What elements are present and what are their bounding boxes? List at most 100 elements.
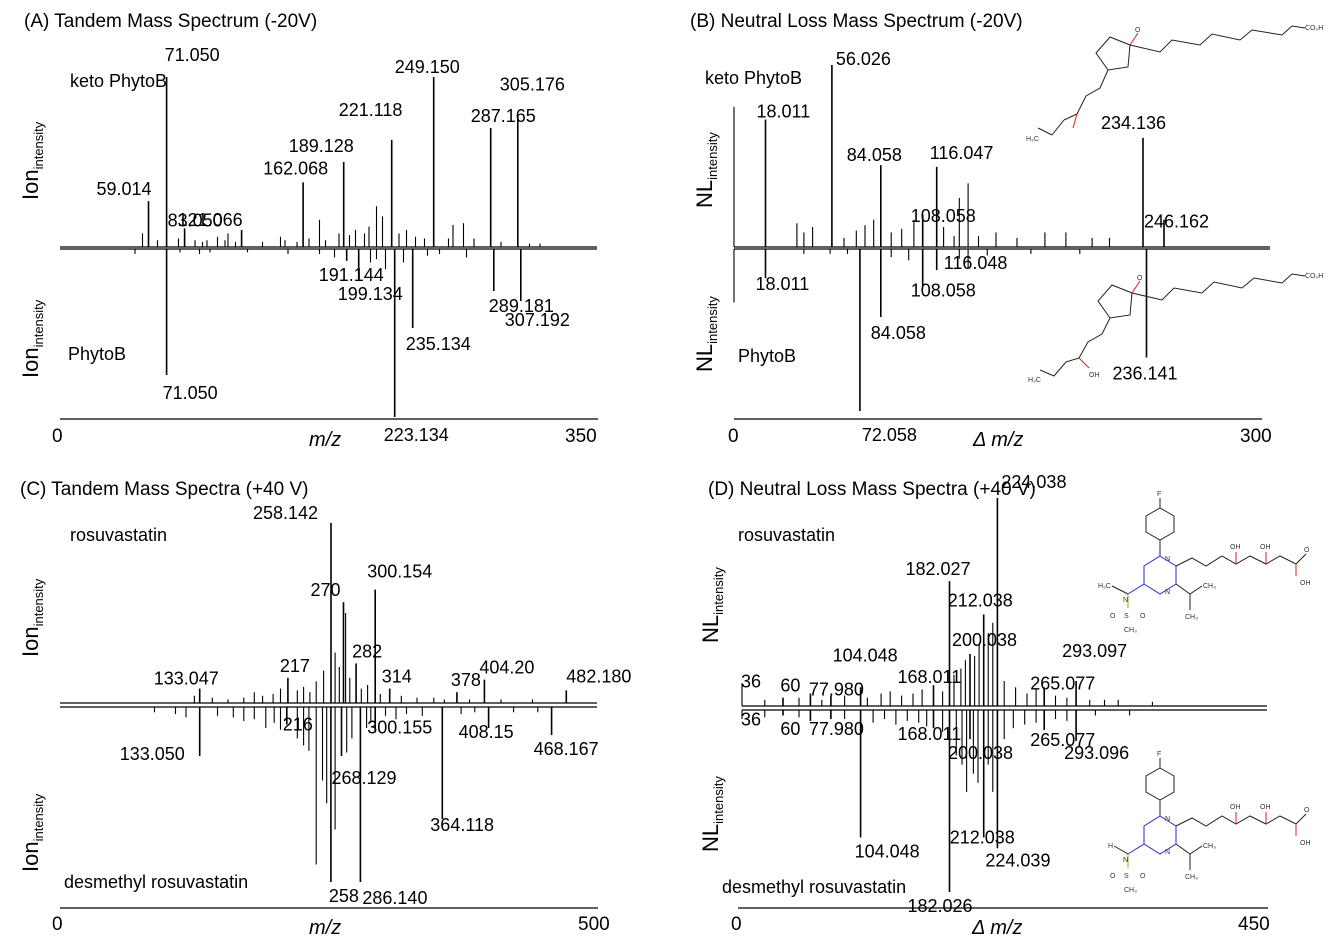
panel-a-x-axis-label: m/z bbox=[309, 429, 341, 451]
panel-d-up-peak-label: 212.038 bbox=[948, 591, 1013, 611]
panel-c-ylabel-bottom: Ionintensity bbox=[18, 793, 46, 872]
phytob-atom-co2h: CO₂H bbox=[1305, 273, 1323, 280]
panel-d-peak-labels: 36 60 77.980104.048168.011182.027200.03821… bbox=[741, 472, 1129, 916]
rosuvastatin-atom-o-3: O bbox=[1140, 613, 1146, 620]
panel-d-up-peak-label: 293.097 bbox=[1062, 641, 1127, 661]
panel-b-down-peak-label: 236.141 bbox=[1113, 364, 1178, 384]
rosuvastatin-atom-n-1: N bbox=[1165, 556, 1170, 563]
panel-c-up-peak-label: 404.20 bbox=[479, 658, 534, 678]
panel-a-down-peak-label: 71.050 bbox=[163, 383, 218, 403]
panel-b-up-peak-label: 234.136 bbox=[1101, 113, 1166, 133]
rosuvastatin-atom-ch3-3: CH₃ bbox=[1185, 614, 1198, 621]
keto-phytob-atom-o: O bbox=[1135, 27, 1141, 34]
panel-c-up-peak-label: 378 bbox=[451, 670, 481, 690]
desmethyl-atom-s: S bbox=[1124, 873, 1129, 880]
panel-d-xtick-max: 450 bbox=[1238, 914, 1270, 935]
panel-a-up-peak-label: 162.068 bbox=[263, 158, 328, 178]
desmethyl-atom-n-1: N bbox=[1165, 816, 1170, 823]
panel-d-up-peak-label: 265.077 bbox=[1030, 673, 1095, 693]
panel-b-down-peak-label: 18.011 bbox=[756, 274, 810, 294]
panel-c-down-peak-label: 300.155 bbox=[367, 718, 432, 738]
panel-a-compound-bottom: PhytoB bbox=[68, 344, 126, 364]
panel-c-down-peak-label: 468.167 bbox=[534, 739, 599, 759]
keto-phytob-atom-co2h: CO₂H bbox=[1305, 25, 1323, 32]
panel-a-up-peak-label: 221.118 bbox=[339, 100, 403, 120]
desmethyl-atom-oh-2: OH bbox=[1260, 804, 1271, 811]
rosuvastatin-atom-n-2: N bbox=[1165, 589, 1170, 596]
panel-a-ylabel-bottom: Ionintensity bbox=[18, 299, 46, 378]
panel-d-compound-top: rosuvastatin bbox=[738, 525, 835, 545]
panel-c-up-peak-label: 270 bbox=[311, 580, 341, 600]
panel-b-peaks bbox=[733, 65, 1270, 411]
phytob-atom-ch3: H₃C bbox=[1028, 377, 1041, 384]
panel-a-peaks bbox=[60, 77, 597, 417]
panel-d-up-peak-label: 60 bbox=[780, 676, 800, 696]
panel-b-down-peak-label: 84.058 bbox=[871, 323, 926, 343]
panel-d-ylabel-top: NLintensity bbox=[698, 567, 726, 643]
panel-b-up-peak-label: 108.058 bbox=[911, 206, 976, 226]
panel-c-down-peak-label: 133.050 bbox=[120, 744, 185, 764]
panel-d-ylabel-bottom: NLintensity bbox=[698, 776, 726, 852]
desmethyl-atom-ch3-2: CH₃ bbox=[1203, 843, 1216, 850]
panel-c-down-peak-label: 258 bbox=[329, 886, 359, 906]
rosuvastatin-atom-oh-2: OH bbox=[1260, 544, 1271, 551]
panel-d-up-peak-label: 77.980 bbox=[809, 680, 864, 700]
panel-b-up-peak-label: 246.162 bbox=[1144, 212, 1209, 232]
panel-b-up-peak-label: 18.011 bbox=[757, 102, 811, 122]
panel-a-up-peak-label: 59.014 bbox=[97, 179, 152, 199]
desmethyl-atom-h: H bbox=[1108, 843, 1113, 850]
panel-b-xtick-max: 300 bbox=[1240, 426, 1272, 447]
panel-a-up-peak-label: 71.050 bbox=[165, 45, 220, 65]
panel-b-down-peak-label: 116.048 bbox=[944, 253, 1008, 273]
panel-a-tandem-ms: (A) Tandem Mass Spectrum (-20V) keto Phy… bbox=[18, 11, 598, 451]
panel-a-up-peak-label: 121.066 bbox=[178, 210, 243, 230]
panel-d-down-peak-label: 293.096 bbox=[1064, 743, 1129, 763]
phytob-atom-o: O bbox=[1137, 275, 1143, 282]
panel-b-ylabel-top: NLintensity bbox=[692, 132, 720, 208]
panel-d-peaks bbox=[741, 498, 1267, 892]
panel-a-title: (A) Tandem Mass Spectrum (-20V) bbox=[24, 11, 317, 32]
panel-d-down-peak-label: 36 bbox=[741, 710, 761, 730]
panel-c-up-peak-label: 482.180 bbox=[566, 666, 631, 686]
panel-d-down-peak-label: 182.026 bbox=[908, 896, 973, 916]
rosuvastatin-atom-n-3: N bbox=[1123, 597, 1128, 604]
rosuvastatin-atom-h3c: H₃C bbox=[1098, 583, 1111, 590]
rosuvastatin-structure bbox=[1111, 498, 1307, 610]
panel-c-compound-bottom: desmethyl rosuvastatin bbox=[64, 872, 248, 892]
panel-b-down-peak-label: 108.058 bbox=[911, 280, 976, 300]
panel-c-xtick-min: 0 bbox=[52, 914, 63, 935]
panel-a-up-peak-label: 189.128 bbox=[289, 136, 354, 156]
panel-a-up-peak-label: 305.176 bbox=[500, 74, 565, 94]
panel-a-compound-top: keto PhytoB bbox=[70, 71, 167, 91]
keto-phytob-structure bbox=[1037, 25, 1306, 136]
panel-a-down-peak-label: 191.144 bbox=[319, 265, 384, 285]
panel-c-xtick-max: 500 bbox=[578, 914, 610, 935]
panel-d-up-peak-label: 224.038 bbox=[1001, 472, 1066, 492]
panel-c-up-peak-label: 217 bbox=[280, 656, 310, 676]
desmethyl-atom-ch3-3: CH₃ bbox=[1185, 874, 1198, 881]
panel-a-up-peak-label: 249.150 bbox=[395, 57, 460, 77]
panel-c-peaks bbox=[60, 523, 597, 882]
panel-d-neutral-loss: (D) Neutral Loss Mass Spectra (+40 V) ro… bbox=[698, 472, 1311, 939]
desmethyl-atom-oh-1: OH bbox=[1230, 804, 1241, 811]
desmethyl-atom-o-3: O bbox=[1140, 873, 1146, 880]
panel-a-down-peak-label: 199.134 bbox=[338, 284, 403, 304]
panel-d-down-peak-label: 212.038 bbox=[950, 827, 1015, 847]
panel-a-up-peak-label: 287.165 bbox=[471, 106, 536, 126]
panel-b-compound-top: keto PhytoB bbox=[705, 68, 802, 88]
panel-b-up-peak-label: 116.047 bbox=[930, 143, 994, 163]
rosuvastatin-atom-oh-1: OH bbox=[1230, 544, 1241, 551]
panel-c-up-peak-label: 258.142 bbox=[253, 503, 318, 523]
panel-c-down-peak-label: 268.129 bbox=[332, 768, 397, 788]
panel-b-neutral-loss: (B) Neutral Loss Mass Spectrum (-20V) ke… bbox=[690, 11, 1323, 451]
panel-c-ylabel-top: Ionintensity bbox=[18, 578, 46, 657]
panel-c-down-peak-label: 408.15 bbox=[459, 722, 514, 742]
panel-c-x-axis-label: m/z bbox=[309, 917, 341, 939]
panel-a-ylabel-top: Ionintensity bbox=[18, 121, 46, 200]
panel-b-up-peak-label: 84.058 bbox=[847, 145, 902, 165]
panel-b-compound-bottom: PhytoB bbox=[738, 346, 796, 366]
keto-phytob-atom-ch3: H₃C bbox=[1026, 136, 1039, 143]
panel-a-down-peak-label: 235.134 bbox=[406, 334, 471, 354]
